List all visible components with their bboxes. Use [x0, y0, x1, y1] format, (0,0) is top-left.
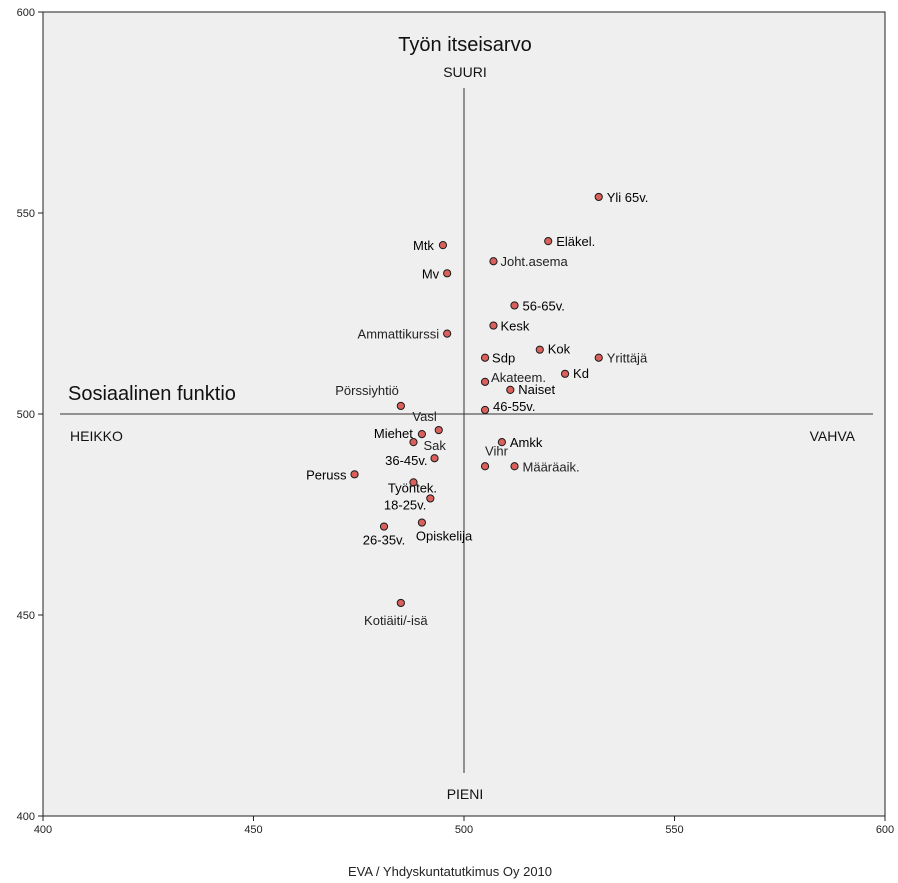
point-label: Kesk	[500, 319, 529, 334]
data-point	[510, 462, 519, 471]
point-label: 26-35v.	[363, 533, 405, 548]
y-tick-label: 600	[17, 7, 35, 19]
data-point	[480, 377, 490, 386]
x-tick-label: 450	[244, 824, 262, 836]
x-tick-label: 500	[455, 824, 473, 836]
x-high-label: VAHVA	[810, 428, 856, 444]
point-label: 56-65v.	[523, 298, 565, 313]
data-point	[434, 425, 443, 435]
data-point	[417, 518, 426, 527]
data-point	[497, 438, 506, 447]
point-label: Sdp	[492, 351, 515, 366]
data-point	[409, 478, 418, 487]
data-point	[409, 438, 418, 447]
x-tick-label: 600	[876, 824, 894, 836]
point-label: Määräaik.	[523, 459, 580, 474]
y-tick-label: 400	[17, 811, 35, 823]
data-point	[594, 353, 603, 362]
data-point	[379, 522, 389, 531]
chart-title: Työn itseisarvo	[398, 34, 531, 56]
point-label: Kok	[548, 342, 571, 357]
point-label: 36-45v.	[385, 453, 427, 468]
data-point	[544, 237, 553, 246]
data-point	[510, 301, 519, 310]
data-point	[594, 192, 603, 202]
point-label: Joht.asema	[500, 254, 568, 269]
point-label: 18-25v.	[384, 497, 426, 512]
data-point	[560, 369, 570, 378]
data-point	[443, 269, 452, 278]
data-point	[480, 405, 490, 415]
data-point	[535, 345, 544, 354]
data-point	[417, 430, 426, 439]
data-point	[480, 462, 490, 471]
point-label: Kd	[573, 366, 589, 381]
data-point	[489, 257, 498, 266]
x-low-label: HEIKKO	[70, 428, 123, 444]
point-label: Sak	[423, 438, 446, 453]
y-tick-label: 500	[17, 409, 35, 421]
x-axis-name: Sosiaalinen funktio	[68, 383, 236, 405]
point-label: Pörssiyhtiö	[335, 383, 399, 398]
source-caption: EVA / Yhdyskuntatutkimus Oy 2010	[348, 864, 552, 879]
y-high-label: SUURI	[443, 64, 487, 80]
data-point	[480, 353, 490, 362]
y-tick-label: 550	[17, 208, 35, 220]
point-label: Miehet	[374, 426, 413, 441]
point-label: Työntek.	[388, 480, 437, 495]
x-tick-label: 400	[34, 824, 52, 836]
point-label: Mtk	[413, 238, 434, 253]
point-label: Vihr	[485, 443, 509, 458]
y-low-label: PIENI	[447, 786, 484, 802]
point-label: Ammattikurssi	[358, 327, 440, 342]
point-label: Kotiäiti/-isä	[364, 613, 428, 628]
point-label: 46-55v.	[493, 399, 535, 414]
point-label: Amkk	[510, 435, 543, 450]
point-label: Akateem.	[491, 370, 546, 385]
data-point	[396, 598, 405, 608]
point-label: Naiset	[518, 382, 555, 397]
point-label: Mv	[422, 266, 440, 281]
data-point	[489, 321, 498, 330]
data-point	[426, 494, 435, 503]
y-tick-label: 450	[17, 610, 35, 622]
data-point	[438, 241, 448, 250]
data-point	[506, 385, 515, 394]
data-point	[350, 470, 359, 479]
point-label: Vasl	[412, 409, 436, 424]
point-label: Peruss	[306, 467, 347, 482]
data-point	[396, 401, 405, 411]
point-label: Yli 65v.	[607, 190, 649, 205]
data-point	[430, 454, 439, 463]
x-tick-label: 550	[665, 824, 683, 836]
point-label: Eläkel.	[556, 234, 595, 249]
point-label: Yrittäjä	[607, 351, 648, 366]
data-point	[443, 329, 452, 338]
point-label: Opiskelija	[416, 529, 473, 544]
